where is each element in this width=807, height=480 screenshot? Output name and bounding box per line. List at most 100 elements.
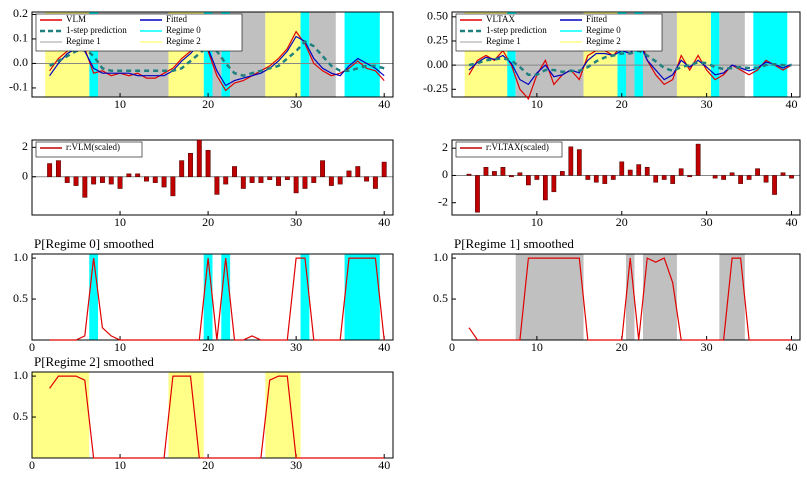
y-tick-label: 0.50 [427, 9, 448, 23]
legend-box [455, 141, 563, 158]
legend-label: Regime 0 [586, 25, 621, 35]
x-tick-label: 40 [378, 215, 390, 229]
y-tick-label: 2 [442, 140, 448, 154]
bar [551, 175, 557, 193]
bar [695, 143, 701, 176]
legend-label: Fitted [166, 14, 188, 24]
bar [636, 164, 642, 176]
x-tick-label: 10 [114, 458, 126, 472]
regime-band [507, 12, 516, 97]
plot-frame [31, 253, 394, 341]
plot-frame [31, 139, 394, 216]
bar [627, 169, 633, 176]
x-tick-label: 30 [701, 97, 713, 111]
bar [64, 176, 70, 183]
legend-label: r:VLTAX(scaled) [486, 142, 549, 152]
x-tick-label: 40 [378, 97, 390, 111]
bar [232, 166, 237, 178]
y-tick-label: -0.1 [9, 80, 28, 94]
bar [293, 176, 299, 194]
bar [82, 176, 88, 198]
x-tick-label: 40 [786, 97, 798, 111]
regime-band [265, 12, 301, 97]
regime-band [626, 254, 635, 340]
bar [91, 176, 97, 185]
bar [466, 173, 472, 176]
regime-band [344, 12, 380, 97]
bar [712, 175, 718, 179]
legend-label: 1-step prediction [66, 25, 127, 35]
x-tick-label: 20 [202, 215, 214, 229]
bar [755, 168, 760, 176]
x-tick-label: 30 [290, 340, 302, 354]
y-tick-label: 0.5 [433, 291, 448, 305]
bar [610, 175, 616, 180]
bar [108, 176, 114, 185]
x-tick-label: 10 [531, 215, 543, 229]
bar [276, 176, 281, 186]
y-tick-label: 2 [22, 139, 28, 153]
plot-frame [451, 11, 801, 98]
bar [372, 176, 378, 189]
legend-label: Regime 1 [66, 36, 101, 46]
series-line [49, 257, 385, 341]
bar [346, 170, 352, 178]
x-tick-label: 30 [290, 215, 302, 229]
regime-band [676, 12, 711, 97]
series-line [49, 35, 385, 87]
x-tick-label: 30 [290, 458, 302, 472]
bar [47, 163, 53, 178]
bar [135, 173, 141, 178]
regime-band [300, 12, 310, 97]
bar [661, 175, 667, 180]
bar [534, 175, 540, 180]
bar [687, 175, 693, 178]
legend-label: Regime 2 [166, 36, 201, 46]
bar [258, 176, 264, 183]
regime-band [642, 254, 677, 340]
x-tick-label: 20 [616, 97, 628, 111]
x-tick-label: 10 [114, 97, 126, 111]
bar [188, 152, 193, 178]
bar [729, 172, 735, 176]
y-tick-label: 0.0 [13, 55, 28, 69]
panel-title: P[Regime 2] smoothed [34, 354, 154, 369]
bar [240, 176, 246, 189]
x-tick-label: 10 [114, 340, 126, 354]
bar [117, 176, 123, 189]
regime-band [753, 12, 788, 97]
legend-label: VLM [66, 14, 86, 24]
bar [678, 168, 684, 176]
regime-band [32, 372, 90, 458]
bar [517, 172, 523, 176]
bar [161, 176, 167, 188]
x-tick-label: 20 [202, 97, 214, 111]
bar [670, 175, 676, 184]
x-tick-label: 0 [449, 340, 455, 354]
x-tick-label: 20 [616, 215, 628, 229]
regime-band [634, 12, 643, 97]
series-line [49, 375, 385, 459]
bar [585, 175, 591, 180]
y-tick-label: 1.0 [13, 368, 28, 382]
bar [593, 175, 599, 183]
bar [249, 176, 255, 183]
bar [223, 176, 229, 185]
bar [576, 149, 582, 176]
y-tick-label: 0.25 [427, 33, 448, 47]
bar [328, 176, 334, 186]
panel-title: P[Regime 0] smoothed [34, 236, 154, 251]
legend-label: r:VLM(scaled) [66, 142, 120, 152]
bar [568, 146, 574, 176]
series-line [468, 257, 792, 341]
bar [170, 176, 176, 197]
regime-band [309, 12, 336, 97]
y-tick-label: 1.0 [433, 250, 448, 264]
x-tick-label: 40 [378, 340, 390, 354]
series-line [49, 30, 385, 92]
x-tick-label: 30 [701, 215, 713, 229]
y-tick-label: 0 [22, 169, 28, 183]
regime-band [300, 254, 310, 340]
legend-box [35, 141, 143, 158]
